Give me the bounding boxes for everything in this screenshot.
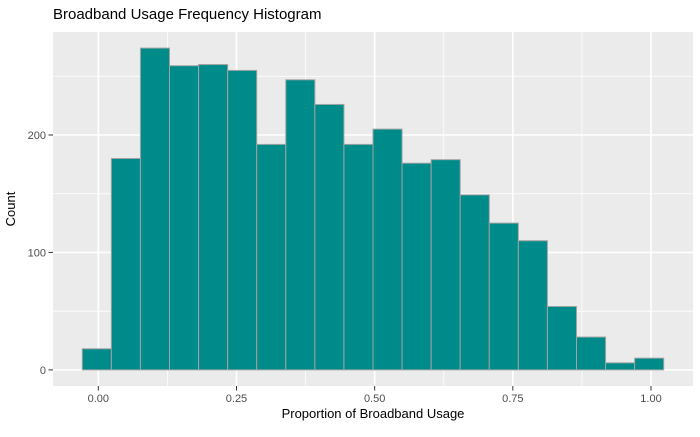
- histogram-bar: [110, 157, 141, 371]
- histogram-bar: [459, 194, 490, 371]
- histogram-bar: [401, 162, 432, 371]
- histogram-bar: [517, 240, 548, 371]
- histogram-bar: [139, 47, 171, 371]
- x-tick-label: 0.50: [364, 393, 385, 405]
- x-tick-label: 0.75: [502, 393, 523, 405]
- histogram-bar: [256, 143, 287, 371]
- histogram-bar: [546, 305, 577, 371]
- histogram-bar: [285, 79, 316, 371]
- histogram-bar: [605, 362, 636, 371]
- histogram-bar: [488, 222, 519, 371]
- histogram-bar: [227, 69, 258, 371]
- histogram-bar: [198, 64, 229, 371]
- y-tick-label: 100: [28, 247, 46, 259]
- histogram-bars: [81, 47, 665, 371]
- histogram-bar: [575, 336, 607, 371]
- histogram-bar: [81, 348, 112, 371]
- x-tick-label: 0.25: [226, 393, 247, 405]
- y-axis-title: Count: [3, 191, 18, 226]
- x-tick-label: 1.00: [640, 393, 661, 405]
- x-tick-label: 0.00: [88, 393, 109, 405]
- histogram-bar: [430, 159, 461, 371]
- axis-tick-marks: [48, 134, 652, 391]
- x-axis-title: Proportion of Broadband Usage: [282, 406, 465, 421]
- histogram-bar: [314, 103, 345, 371]
- y-tick-label: 200: [28, 130, 46, 142]
- y-tick-label: 0: [40, 365, 46, 377]
- y-axis-tick-labels: 0 100 200: [28, 130, 46, 377]
- x-axis-tick-labels: 0.00 0.25 0.50 0.75 1.00: [88, 393, 662, 405]
- chart-title: Broadband Usage Frequency Histogram: [53, 6, 321, 23]
- histogram-bar: [169, 65, 200, 371]
- histogram-bar: [372, 128, 403, 371]
- histogram-bar: [343, 143, 374, 371]
- histogram-bar: [634, 357, 665, 371]
